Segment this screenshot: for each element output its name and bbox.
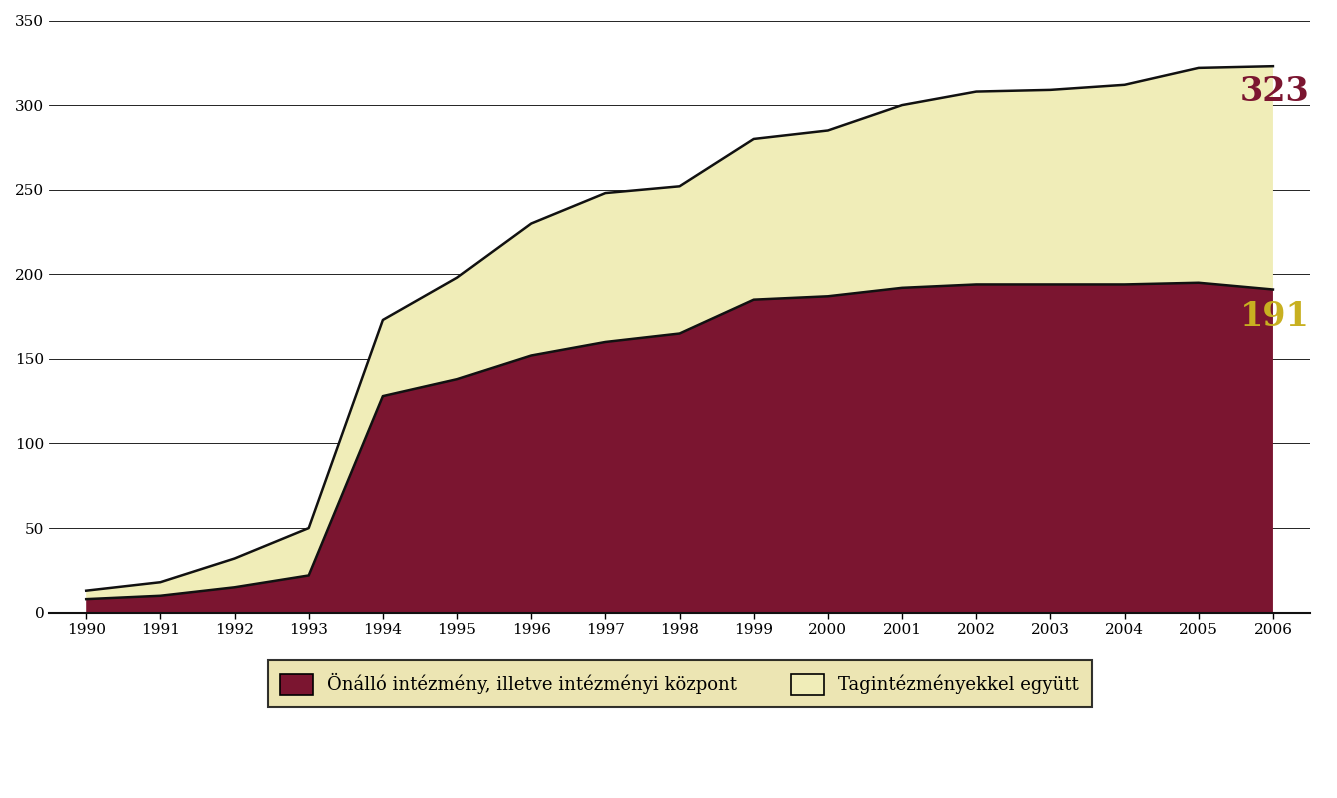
Text: 191: 191 <box>1239 300 1309 333</box>
Text: 323: 323 <box>1239 75 1309 108</box>
Legend: Önálló intézmény, illetve intézményi központ, Tagintézményekkel együtt: Önálló intézmény, illetve intézményi köz… <box>267 661 1091 707</box>
